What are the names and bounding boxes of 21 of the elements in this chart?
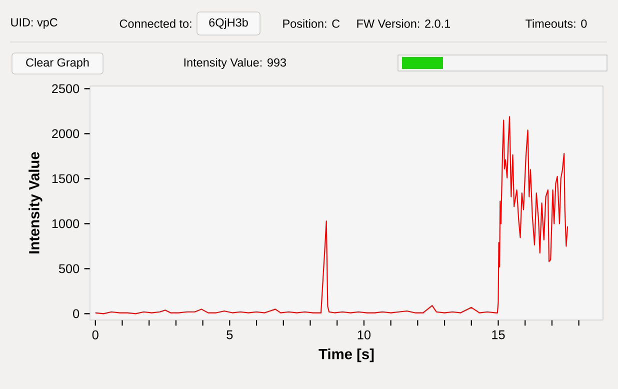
text: 6QjH3b bbox=[209, 18, 248, 29]
x-tick-label: 10 bbox=[358, 330, 370, 340]
text: Clear Graph bbox=[26, 58, 89, 69]
text: UID: vpC bbox=[11, 18, 58, 29]
text: FW Version: 2.0.1 bbox=[357, 19, 450, 28]
x-tick-label: 15 bbox=[492, 330, 505, 340]
y-tick-label: 0 bbox=[73, 309, 80, 318]
text: Position: C bbox=[283, 19, 340, 28]
y-tick-label: 500 bbox=[58, 264, 80, 274]
y-tick-label: 1500 bbox=[52, 174, 80, 184]
x-tick-label: 5 bbox=[226, 330, 233, 340]
x-tick-label: 0 bbox=[92, 330, 98, 340]
text: Intensity Value: 993 bbox=[184, 58, 286, 69]
line-series bbox=[94, 116, 568, 314]
y-tick-label: 2500 bbox=[52, 84, 80, 94]
y-tick-label: 1000 bbox=[52, 219, 80, 228]
x-axis-title: Time [s] bbox=[318, 348, 374, 362]
y-tick-label: 2000 bbox=[52, 129, 80, 138]
y-axis-title: Intensity Value bbox=[28, 152, 42, 254]
text: Timeouts: 0 bbox=[526, 19, 587, 28]
text: Connected to: bbox=[120, 19, 192, 28]
